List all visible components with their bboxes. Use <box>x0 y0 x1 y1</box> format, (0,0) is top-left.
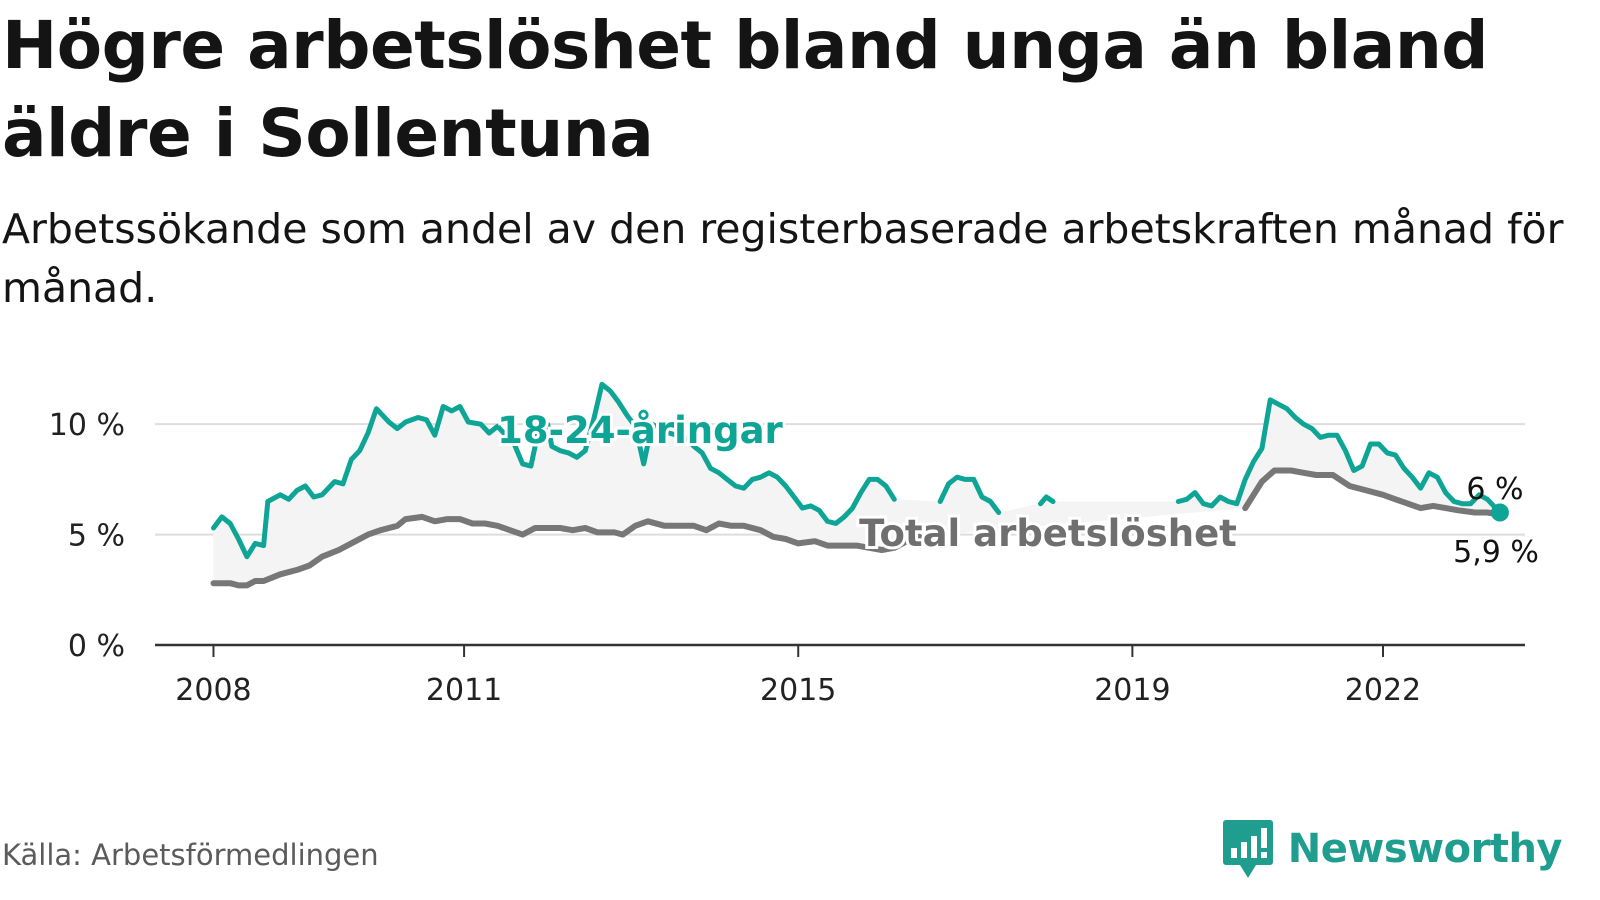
y-tick-label-0: 0 % <box>68 629 125 664</box>
youth-line-segment-4 <box>1175 397 1503 515</box>
youth-end-dot <box>1490 503 1509 522</box>
x-tick-label-2022: 2022 <box>1345 673 1421 708</box>
x-tick-label-2011: 2011 <box>426 673 502 708</box>
chart-title: Högre arbetslöshet bland unga än bland ä… <box>2 7 1489 172</box>
x-axis: 2008 2011 2015 2019 2022 <box>155 643 1525 708</box>
x-tick-label-2008: 2008 <box>175 673 251 708</box>
x-tick-label-2015: 2015 <box>760 673 836 708</box>
difference-band <box>213 384 1500 586</box>
grid-lines: 0 % 5 % 10 % <box>49 408 1525 664</box>
chart-labels: 18-24-åringar Total arbetslöshet 6 % 5,9… <box>494 406 1539 570</box>
youth-line-segment-1 <box>545 381 897 526</box>
youth-series-label: 18-24-åringar <box>497 409 783 452</box>
youth-line-segment-2 <box>937 474 1002 515</box>
x-tick-label-2019: 2019 <box>1094 673 1170 708</box>
y-tick-label-10: 10 % <box>49 408 125 443</box>
chart-subtitle: Arbetssökande som andel av den registerb… <box>2 205 1564 312</box>
total-line-segment-6 <box>1242 467 1503 518</box>
brand-name: Newsworthy <box>1287 826 1563 872</box>
series-lines <box>210 381 1509 589</box>
line-chart: 0 % 5 % 10 % 2008 2011 2015 2019 2022 18-24-år… <box>49 381 1539 708</box>
source-note: Källa: Arbetsförmedlingen <box>2 838 379 872</box>
band-area <box>213 384 1500 586</box>
total-end-label: 5,9 % <box>1453 535 1539 570</box>
youth-end-label: 6 % <box>1466 472 1523 507</box>
newsworthy-logo-icon <box>1222 820 1273 878</box>
total-line-segment-5 <box>210 513 923 589</box>
brand-logo: Newsworthy <box>1222 818 1563 880</box>
youth-line-segment-3 <box>1038 494 1056 507</box>
youth-line-segment-0 <box>211 404 542 560</box>
total-series-label: Total arbetslöshet <box>859 512 1237 555</box>
y-tick-label-5: 5 % <box>68 519 125 554</box>
